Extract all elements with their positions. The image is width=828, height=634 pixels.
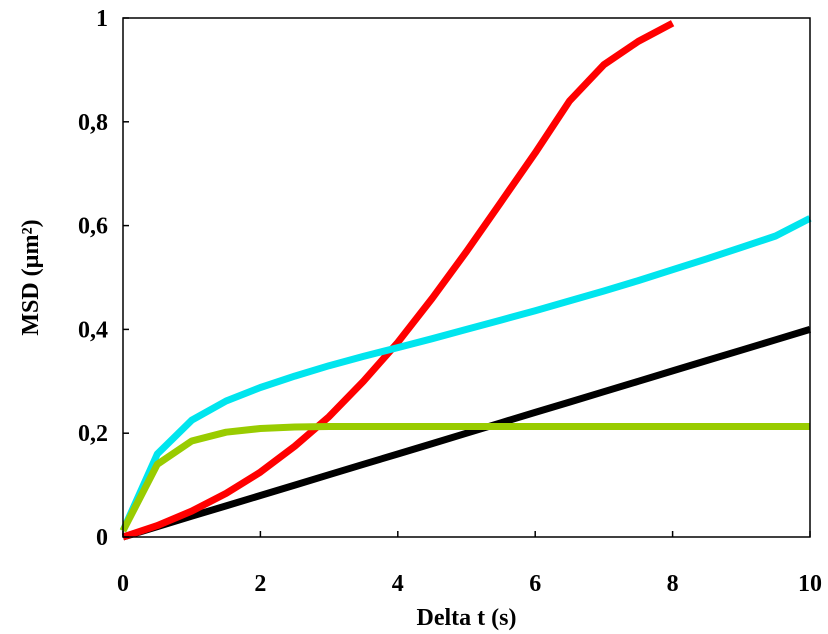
y-tick-label: 0,8 (78, 110, 108, 136)
x-tick-label: 0 (117, 571, 129, 597)
y-axis-ticks: 0 0,2 0,4 0,6 0,8 1 (78, 6, 129, 551)
y-tick-label: 0 (96, 525, 108, 551)
y-axis-title: MSD (µm²) (18, 219, 44, 335)
series-line-3 (119, 423, 810, 533)
x-tick-label: 6 (529, 571, 541, 597)
y-tick-label: 0,2 (78, 421, 108, 447)
series-line-0 (121, 326, 812, 541)
x-tick-label: 2 (254, 571, 266, 597)
y-tick-label: 0,4 (78, 317, 108, 343)
x-axis-title: Delta t (s) (417, 605, 517, 631)
x-tick-label: 4 (392, 571, 404, 597)
x-axis-ticks: 0 2 4 6 8 10 (117, 531, 822, 597)
x-tick-label: 8 (667, 571, 679, 597)
series-line-1 (121, 20, 675, 541)
y-tick-label: 0,6 (78, 214, 108, 240)
plot-area-frame (122, 17, 811, 538)
x-tick-label: 10 (798, 571, 822, 597)
plot-lines (119, 20, 812, 541)
y-tick-label: 1 (96, 6, 108, 32)
series-line-2 (119, 215, 812, 533)
